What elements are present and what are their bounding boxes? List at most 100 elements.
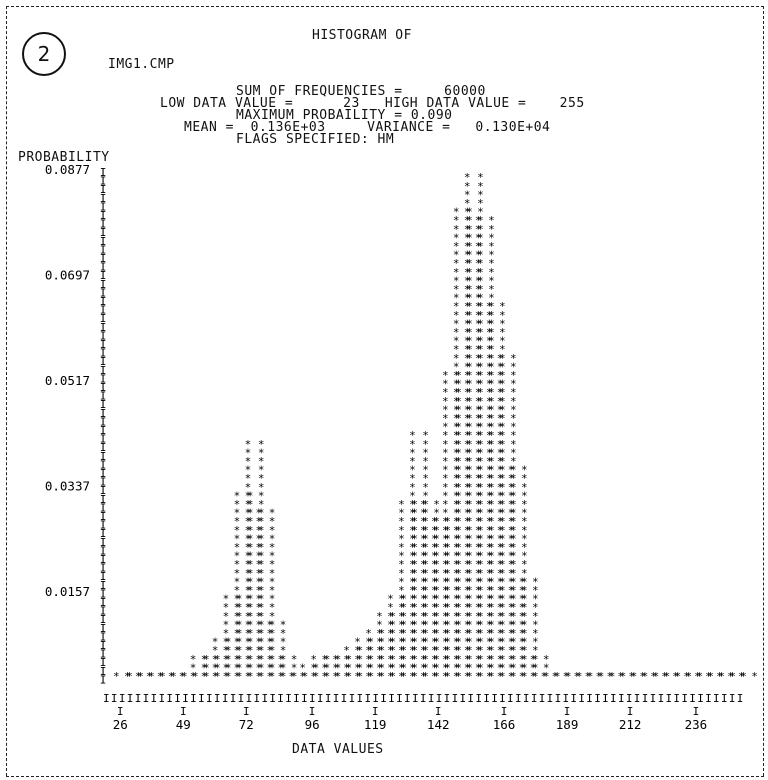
bar-stars: * ** ** ** ** ** ** ** ** ** ** ** ** **… xyxy=(475,214,495,683)
y-axis-char: I xyxy=(100,544,107,557)
y-axis-char: I xyxy=(100,192,107,205)
bar-stars: * * xyxy=(124,670,144,683)
histogram-bar: * ** ** ** ** ** ** ** ** ** ** ** ** **… xyxy=(486,300,506,683)
bar-stars: * ** ** ** * xyxy=(343,644,363,683)
bar-stars: * * xyxy=(563,670,583,683)
histogram-bar: * * xyxy=(705,670,725,683)
y-axis-char: I xyxy=(100,269,107,282)
histogram-bar: * ** ** ** ** ** ** ** ** ** ** ** ** **… xyxy=(245,438,265,683)
y-axis-char: I xyxy=(100,536,107,549)
y-axis-char: I xyxy=(100,166,107,179)
y-axis-char: I xyxy=(100,656,107,669)
y-axis-char: I xyxy=(100,467,107,480)
y-axis-char: I xyxy=(100,218,107,231)
y-axis-char: I xyxy=(100,493,107,506)
bar-stars: * ** ** ** ** ** ** ** ** ** ** ** ** **… xyxy=(442,369,462,683)
y-axis-char: I xyxy=(100,381,107,394)
y-axis-char: I xyxy=(100,295,107,308)
maximum-probability: MAXIMUM PROBAILITY = 0.090 xyxy=(236,108,453,123)
x-tick-label: 212 xyxy=(619,717,642,732)
bar-stars: * ** ** ** ** ** ** ** ** ** ** ** ** **… xyxy=(234,489,254,683)
bar-stars: * * xyxy=(552,670,572,683)
bar-stars: * * xyxy=(617,670,637,683)
histogram-bar: * * xyxy=(288,670,308,683)
x-tick-label: 119 xyxy=(364,717,387,732)
histogram-bar: * ** ** ** ** ** ** * xyxy=(267,618,287,683)
histogram-bar: * ** ** ** ** * xyxy=(212,636,232,683)
bar-stars: * ** ** ** ** ** * xyxy=(365,627,385,683)
histogram-bar: * ** ** * xyxy=(332,653,352,683)
bar-stars: * ** ** * xyxy=(190,653,210,683)
y-axis-char: I xyxy=(100,235,107,248)
histogram-bar: * ** ** ** ** ** ** ** ** ** * xyxy=(387,593,407,683)
y-axis-char: I xyxy=(100,596,107,609)
histogram-bar: * ** ** ** ** ** ** ** ** ** * xyxy=(223,593,243,683)
bar-stars: * ** ** * xyxy=(277,653,297,683)
figure-number-badge: 2 xyxy=(22,32,66,76)
y-axis-char: I xyxy=(100,458,107,471)
bar-stars: * * xyxy=(146,670,166,683)
y-axis-char: I xyxy=(100,209,107,222)
y-axis-char: I xyxy=(100,527,107,540)
y-axis-char: I xyxy=(100,562,107,575)
bar-stars: * ** ** * xyxy=(530,653,550,683)
histogram-bar: * * xyxy=(113,670,133,683)
histogram-bar: * ** ** ** ** ** ** ** ** ** ** ** ** **… xyxy=(453,206,473,683)
y-axis-char: I xyxy=(100,648,107,661)
y-axis-char: I xyxy=(100,639,107,652)
y-tick-label: 0.0697 xyxy=(45,267,90,282)
histogram-bar: * * xyxy=(617,670,637,683)
histogram-bar: * * xyxy=(595,670,615,683)
y-axis-char: I xyxy=(100,226,107,239)
bar-stars: * * xyxy=(606,670,626,683)
y-axis-char: I xyxy=(100,424,107,437)
histogram-bar: * ** ** ** ** ** ** ** ** ** ** ** ** **… xyxy=(508,464,528,683)
histogram-bar: * * xyxy=(683,670,703,683)
histogram-bar: * * xyxy=(661,670,681,683)
x-tick-label: 26 xyxy=(113,717,128,732)
flags-specified: FLAGS SPECIFIED: HM xyxy=(236,132,395,147)
histogram-bar: * ** ** ** ** ** ** ** * xyxy=(376,610,396,683)
bar-stars: * * xyxy=(683,670,703,683)
y-axis-char: I xyxy=(100,665,107,678)
bar-stars: * * xyxy=(650,670,670,683)
bar-stars: * ** ** ** ** ** ** ** ** ** ** ** * xyxy=(519,575,539,683)
bar-stars: * ** ** ** ** ** ** ** ** ** ** ** ** **… xyxy=(508,464,528,683)
x-tick-label: 189 xyxy=(556,717,579,732)
histogram-bar: * ** ** * xyxy=(310,653,330,683)
x-tick-label: 142 xyxy=(427,717,450,732)
y-axis-char: I xyxy=(100,553,107,566)
histogram-bar: * ** ** ** ** ** ** ** ** ** ** ** ** **… xyxy=(234,489,254,683)
histogram-bar: * ** * xyxy=(299,661,319,683)
histogram-bar: * * xyxy=(124,670,144,683)
bar-stars: * ** ** * xyxy=(321,653,341,683)
bar-stars: * ** ** ** ** ** ** ** ** ** ** ** ** **… xyxy=(398,498,418,683)
y-axis-char: I xyxy=(100,441,107,454)
bar-stars: * * xyxy=(168,670,188,683)
sum-of-frequencies: SUM OF FREQUENCIES = 60000 xyxy=(236,84,486,99)
histogram-bar: * ** ** ** ** ** ** ** ** ** ** ** ** **… xyxy=(409,429,429,683)
bar-stars: * * xyxy=(585,670,605,683)
histogram-bar: * * xyxy=(672,670,692,683)
histogram-bar: * * xyxy=(738,670,758,683)
y-axis: IIIIIIIIIIIIIIIIIIIIIIIIIIIIIIIIIIIIIIII… xyxy=(100,166,107,686)
histogram-bar: * * xyxy=(552,670,572,683)
bar-stars: * * xyxy=(738,670,758,683)
bar-stars: * * xyxy=(595,670,615,683)
y-axis-char: I xyxy=(100,304,107,317)
x-tick-mark: I xyxy=(501,705,508,718)
bar-stars: * ** ** ** ** ** ** ** ** ** ** ** ** **… xyxy=(256,507,276,683)
y-axis-char: I xyxy=(100,175,107,188)
chart-title: HISTOGRAM OF xyxy=(312,28,412,43)
bar-stars: * ** ** * xyxy=(310,653,330,683)
bar-stars: * * xyxy=(574,670,594,683)
x-tick-mark: I xyxy=(243,705,250,718)
bar-stars: * ** ** ** ** ** ** ** ** ** ** ** ** **… xyxy=(497,352,517,683)
bar-stars: * * xyxy=(639,670,659,683)
y-axis-char: I xyxy=(100,630,107,643)
bar-stars: * * xyxy=(135,670,155,683)
y-axis-char: I xyxy=(100,347,107,360)
y-axis-char: I xyxy=(100,587,107,600)
y-axis-char: I xyxy=(100,579,107,592)
